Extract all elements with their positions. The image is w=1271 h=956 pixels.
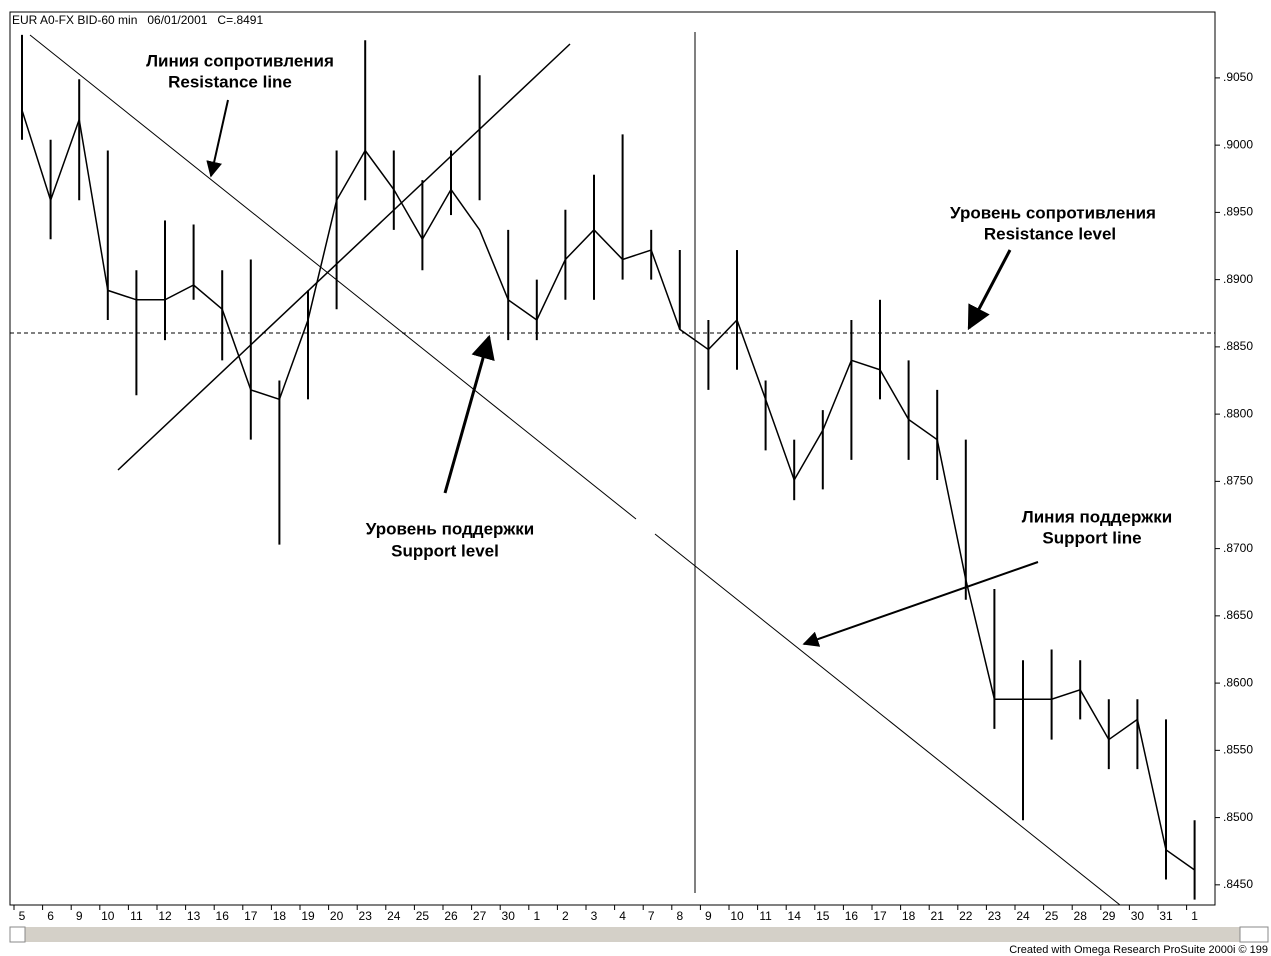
annotation: Resistance line: [168, 72, 292, 91]
x-tick-label: 9: [76, 909, 83, 923]
close-line: [21, 109, 1196, 871]
x-tick-label: 3: [591, 909, 598, 923]
y-tick-label: .9000: [1223, 137, 1253, 151]
x-tick-label: 11: [130, 909, 143, 923]
y-tick-label: .8600: [1223, 675, 1253, 689]
x-tick-label: 20: [330, 909, 344, 923]
annotation: Уровень поддержки: [366, 519, 534, 538]
x-tick-label: 24: [387, 909, 401, 923]
x-tick-label: 15: [816, 909, 830, 923]
scrollbar[interactable]: [10, 927, 1268, 942]
y-tick-label: .8500: [1223, 810, 1253, 824]
plot-frame: [9, 11, 1216, 906]
x-tick-label: 19: [301, 909, 315, 923]
x-tick-label: 5: [19, 909, 26, 923]
y-tick-label: .8750: [1223, 474, 1253, 488]
arrow: [802, 561, 1039, 647]
arrow: [206, 99, 229, 178]
x-tick-label: 23: [359, 909, 373, 923]
x-tick-label: 8: [676, 909, 683, 923]
resistance-line: [29, 34, 637, 520]
annotation: Support line: [1042, 528, 1141, 547]
x-tick-label: 16: [845, 909, 859, 923]
y-tick-label: .8700: [1223, 541, 1253, 555]
x-tick-label: 16: [216, 909, 230, 923]
y-tick-label: .9050: [1223, 70, 1253, 84]
x-tick-label: 31: [1159, 909, 1173, 923]
arrow: [443, 334, 495, 494]
x-tick-label: 11: [759, 909, 772, 923]
x-tick-label: 17: [244, 909, 258, 923]
x-tick-label: 9: [705, 909, 712, 923]
x-tick-label: 17: [873, 909, 887, 923]
arrow: [967, 249, 1012, 331]
annotation: Линия сопротивления: [146, 51, 334, 70]
x-tick-label: 4: [619, 909, 626, 923]
scroll-right[interactable]: [1239, 926, 1269, 943]
x-tick-label: 22: [959, 909, 973, 923]
y-tick-label: .8900: [1223, 272, 1253, 286]
annotation: Support level: [391, 541, 499, 560]
x-tick-label: 6: [47, 909, 54, 923]
y-tick-label: .8800: [1223, 406, 1253, 420]
x-tick-label: 21: [931, 909, 945, 923]
x-tick-label: 27: [473, 909, 487, 923]
x-tick-label: 29: [1102, 909, 1116, 923]
annotation: Линия поддержки: [1022, 507, 1172, 526]
support-line: [117, 43, 571, 471]
chart-title: EUR A0-FX BID-60 min 06/01/2001 C=.8491: [12, 13, 263, 27]
x-tick-label: 24: [1016, 909, 1030, 923]
resistance-line: [654, 533, 1121, 906]
x-tick-label: 30: [502, 909, 516, 923]
x-tick-label: 2: [562, 909, 569, 923]
y-tick-label: .8450: [1223, 877, 1253, 891]
x-tick-label: 25: [1045, 909, 1059, 923]
x-tick-label: 13: [187, 909, 201, 923]
x-tick-label: 1: [1191, 909, 1198, 923]
x-tick-label: 30: [1131, 909, 1145, 923]
y-tick-label: .8550: [1223, 743, 1253, 757]
x-tick-label: 28: [1074, 909, 1088, 923]
annotation: Resistance level: [984, 224, 1116, 243]
y-tick-label: .8650: [1223, 608, 1253, 622]
x-tick-label: 25: [416, 909, 430, 923]
credit: Created with Omega Research ProSuite 200…: [1009, 944, 1268, 956]
x-tick-label: 18: [273, 909, 287, 923]
scroll-left[interactable]: [9, 926, 26, 943]
annotation: Уровень сопротивления: [950, 203, 1156, 222]
x-tick-label: 1: [533, 909, 540, 923]
x-tick-label: 10: [730, 909, 744, 923]
y-tick-label: .8850: [1223, 339, 1253, 353]
x-tick-label: 10: [101, 909, 115, 923]
x-tick-label: 7: [648, 909, 655, 923]
x-tick-label: 23: [988, 909, 1002, 923]
x-tick-label: 14: [788, 909, 802, 923]
x-tick-label: 12: [158, 909, 172, 923]
x-tick-label: 26: [444, 909, 458, 923]
y-tick-label: .8950: [1223, 205, 1253, 219]
x-tick-label: 18: [902, 909, 916, 923]
